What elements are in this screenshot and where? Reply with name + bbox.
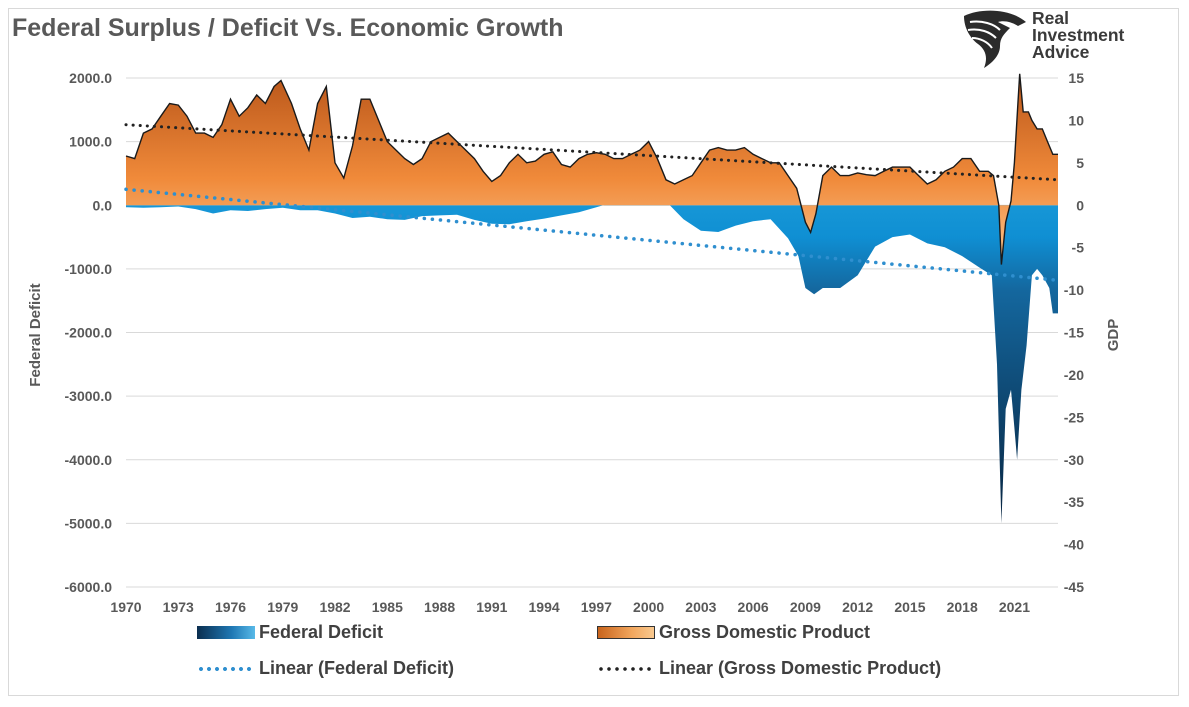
y-tick-right: 0	[1076, 197, 1084, 213]
y-tick-left: -3000.0	[65, 388, 113, 404]
gdp-area	[126, 73, 1058, 265]
y-tick-right: -10	[1064, 282, 1084, 298]
data-areas	[125, 73, 1058, 524]
brand-name: Real Investment Advice	[1032, 8, 1125, 62]
y-tick-left: 1000.0	[69, 134, 112, 150]
federal-deficit-area	[126, 190, 1058, 524]
y-tick-left: -5000.0	[65, 515, 113, 531]
y-tick-right: -35	[1064, 494, 1084, 510]
legend-item-gdp-trend: Linear (Gross Domestic Product)	[597, 658, 941, 679]
brand-line-1: Real	[1032, 8, 1069, 28]
legend: Federal Deficit Gross Domestic Product L…	[0, 618, 1189, 688]
x-tick: 2012	[842, 599, 873, 615]
gdp-trend-line	[124, 123, 1060, 182]
x-tick: 1994	[529, 599, 560, 615]
y-tick-right: 10	[1068, 112, 1084, 128]
y-tick-right: 5	[1076, 155, 1084, 171]
x-tick: 2003	[685, 599, 716, 615]
y-tick-right: -25	[1064, 409, 1084, 425]
legend-label-gdp-trend: Linear (Gross Domestic Product)	[659, 658, 942, 678]
brand-line-3: Advice	[1032, 42, 1090, 62]
y-axis-title-left: Federal Deficit	[27, 283, 44, 386]
y-tick-left: 0.0	[93, 197, 113, 213]
x-tick: 2015	[894, 599, 925, 615]
x-tick: 1973	[163, 599, 194, 615]
x-tick: 2021	[999, 599, 1030, 615]
brand-logo: Real Investment Advice	[960, 8, 1160, 70]
x-tick: 2000	[633, 599, 664, 615]
y-tick-left: -4000.0	[65, 452, 113, 468]
legend-swatch-deficit-trend	[197, 666, 255, 671]
x-tick: 2009	[790, 599, 821, 615]
x-tick: 1985	[372, 599, 403, 615]
y-tick-left: -6000.0	[65, 579, 113, 595]
y-tick-right: -40	[1064, 537, 1084, 553]
y-tick-right: -20	[1064, 367, 1084, 383]
y-tick-left: -1000.0	[65, 261, 113, 277]
legend-swatch-deficit	[197, 626, 255, 639]
y-tick-right: 15	[1068, 70, 1084, 86]
legend-swatch-gdp-trend	[597, 666, 655, 671]
y-tick-right: -30	[1064, 452, 1084, 468]
legend-label-deficit-trend: Linear (Federal Deficit)	[259, 658, 455, 678]
x-tick: 1982	[319, 599, 350, 615]
y-tick-right: -5	[1072, 240, 1085, 256]
tick-labels: 2000.01000.00.0-1000.0-2000.0-3000.0-400…	[65, 70, 1085, 615]
legend-label-gdp: Gross Domestic Product	[659, 622, 871, 642]
x-tick: 1991	[476, 599, 507, 615]
x-tick: 2006	[738, 599, 769, 615]
chart-frame	[8, 8, 1179, 696]
legend-item-gdp: Gross Domestic Product	[597, 622, 870, 643]
gdp-outline	[125, 73, 1058, 265]
y-tick-left: 2000.0	[69, 70, 112, 86]
legend-item-deficit: Federal Deficit	[197, 622, 383, 643]
brand-line-2: Investment	[1032, 25, 1125, 45]
federal-deficit-trend-line	[124, 187, 1060, 283]
legend-item-deficit-trend: Linear (Federal Deficit)	[197, 658, 454, 679]
legend-swatch-gdp	[597, 626, 655, 639]
eagle-head-logo-icon	[964, 10, 1026, 68]
x-tick: 1979	[267, 599, 298, 615]
x-tick: 1997	[581, 599, 612, 615]
y-tick-right: -45	[1064, 579, 1084, 595]
chart-title: Federal Surplus / Deficit Vs. Economic G…	[12, 14, 564, 42]
legend-label-deficit: Federal Deficit	[259, 622, 384, 642]
y-tick-right: -15	[1064, 325, 1084, 341]
x-tick: 1970	[110, 599, 141, 615]
y-tick-left: -2000.0	[65, 325, 113, 341]
x-tick: 1976	[215, 599, 246, 615]
x-tick: 2018	[947, 599, 978, 615]
trend-lines	[124, 123, 1060, 283]
x-tick: 1988	[424, 599, 455, 615]
y-axis-title-right: GDP	[1105, 319, 1122, 352]
